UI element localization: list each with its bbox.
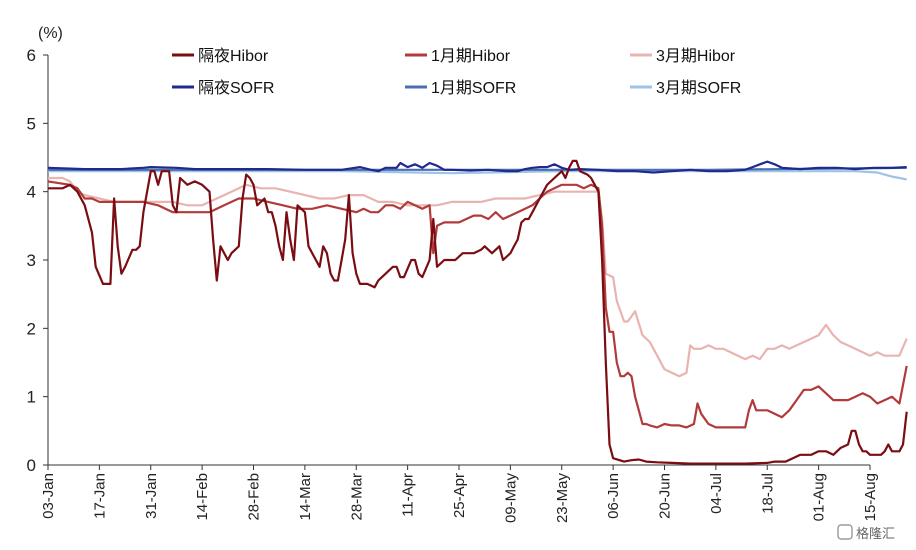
x-tick-label: 28-Feb xyxy=(246,473,263,521)
legend-label: 1月期SOFR xyxy=(431,79,516,97)
x-tick-label: 15-Aug xyxy=(862,473,879,521)
x-tick-label: 20-Jun xyxy=(657,473,674,519)
y-tick-label: 3 xyxy=(27,251,36,270)
legend: 隔夜Hibor 1月期Hibor 3月期Hibor 隔夜SOFR 1月期SOFR 3月期S… xyxy=(172,47,741,97)
y-axis: 0 1 2 3 4 5 6 xyxy=(27,46,49,475)
legend-label: 隔夜Hibor xyxy=(198,47,269,65)
legend-label: 3月期Hibor xyxy=(656,47,736,65)
y-tick-label: 6 xyxy=(27,46,36,65)
x-tick-label: 17-Jan xyxy=(91,473,108,519)
y-tick-label: 2 xyxy=(27,319,36,338)
y-axis-unit-label: (%) xyxy=(38,25,63,42)
x-tick-label: 03-Jan xyxy=(40,473,57,519)
legend-label: 3月期SOFR xyxy=(656,79,741,97)
series-line-1 xyxy=(47,180,908,429)
x-tick-label: 14-Feb xyxy=(194,473,211,521)
x-tick-label: 01-Aug xyxy=(811,473,828,521)
x-tick-label: 28-Mar xyxy=(348,473,365,521)
x-tick-label: 25-Apr xyxy=(451,473,468,518)
legend-label: 隔夜SOFR xyxy=(198,79,274,97)
series-line-0 xyxy=(48,159,908,465)
plot-lines xyxy=(47,159,908,465)
x-tick-label: 06-Jun xyxy=(605,473,622,519)
legend-label: 1月期Hibor xyxy=(431,47,511,65)
x-tick-label: 23-May xyxy=(554,473,571,524)
watermark: 格隆汇 xyxy=(837,524,895,541)
watermark-text: 格隆汇 xyxy=(856,526,895,541)
series-line-3 xyxy=(47,160,907,174)
series-line-2 xyxy=(48,176,908,378)
x-tick-label: 18-Jul xyxy=(759,473,776,514)
x-axis: 03-Jan 17-Jan 31-Jan 14-Feb 28-Feb 14-Mar 28-M… xyxy=(40,464,879,524)
y-tick-label: 4 xyxy=(27,183,36,202)
y-tick-label: 5 xyxy=(27,114,36,133)
series-line-5 xyxy=(48,170,907,181)
x-tick-label: 11-Apr xyxy=(400,473,417,517)
y-tick-label: 1 xyxy=(27,388,36,407)
y-tick-label: 0 xyxy=(27,456,36,475)
x-tick-label: 14-Mar xyxy=(297,473,314,521)
watermark-logo-icon xyxy=(837,524,853,540)
x-tick-label: 09-May xyxy=(502,473,519,524)
x-tick-label: 31-Jan xyxy=(143,473,160,519)
x-tick-label: 04-Jul xyxy=(708,473,725,514)
